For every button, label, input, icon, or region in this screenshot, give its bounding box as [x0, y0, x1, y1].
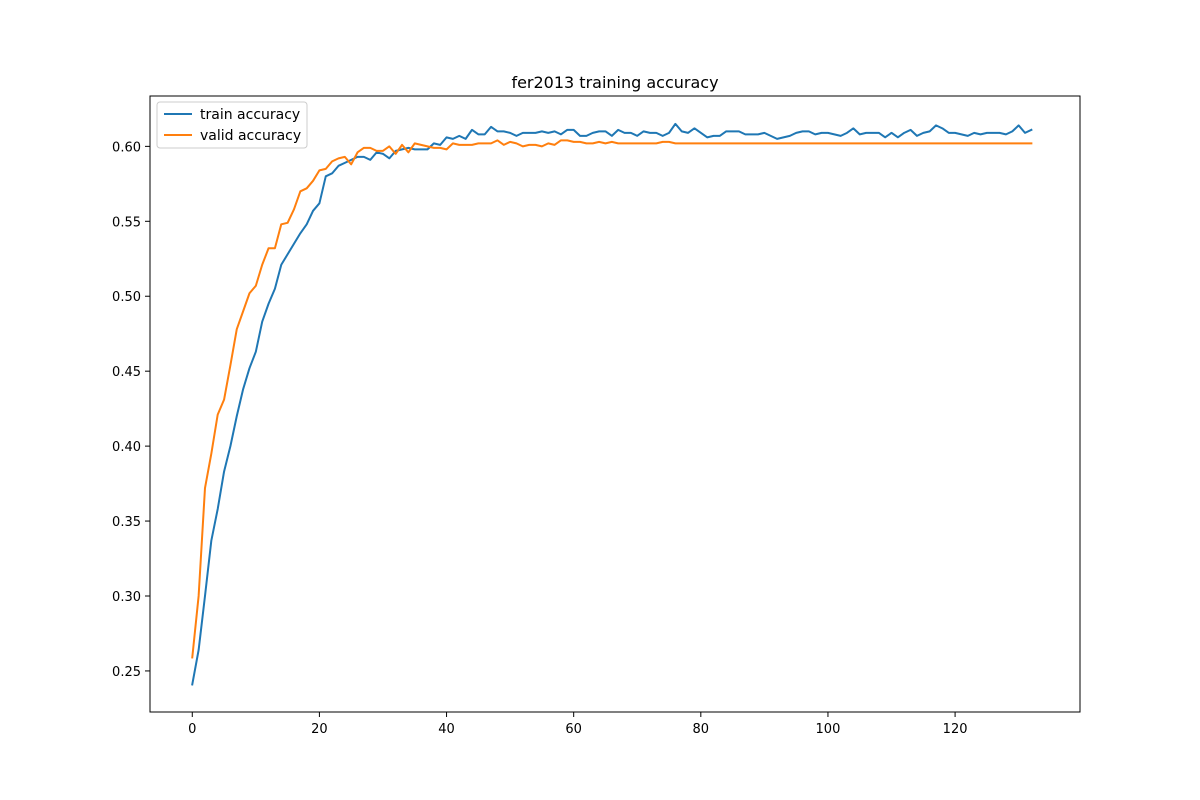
chart-title: fer2013 training accuracy	[511, 73, 718, 92]
x-tick-label-6: 120	[943, 722, 968, 737]
y-tick-label-5: 0.50	[112, 290, 141, 305]
y-tick-label-4: 0.45	[112, 365, 141, 380]
legend-box	[156, 101, 308, 149]
x-tick-label-0: 0	[188, 722, 196, 737]
y-tick-label-7: 0.60	[112, 140, 141, 155]
legend-label-0: train accuracy	[200, 107, 300, 123]
legend: train accuracy valid accuracy	[156, 101, 308, 149]
y-tick-label-6: 0.55	[112, 215, 141, 230]
x-tick-label-4: 80	[693, 722, 710, 737]
x-axis: 0 20 40 60 80 100 120	[188, 712, 968, 737]
x-tick-label-5: 100	[816, 722, 841, 737]
x-tick-label-3: 60	[565, 722, 582, 737]
y-tick-label-1: 0.30	[112, 590, 141, 605]
y-tick-label-0: 0.25	[112, 665, 141, 680]
y-tick-label-3: 0.40	[112, 440, 141, 455]
x-tick-label-2: 40	[438, 722, 455, 737]
legend-label-1: valid accuracy	[200, 128, 301, 144]
series-layer	[191, 122, 1033, 686]
x-tick-label-1: 20	[311, 722, 328, 737]
y-axis: 0.25 0.30 0.35 0.40 0.45 0.50 0.55 0.60	[112, 140, 150, 680]
series-line-1	[191, 139, 1033, 659]
series-line-0	[191, 122, 1033, 686]
y-tick-label-2: 0.35	[112, 515, 141, 530]
plot-frame	[149, 95, 1081, 713]
